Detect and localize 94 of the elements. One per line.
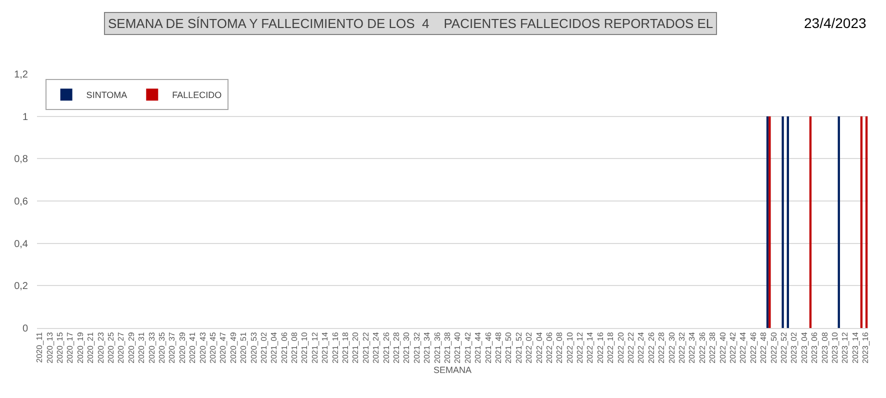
x-tick-label: 2021_30 [402, 332, 412, 364]
x-tick-label: 2021_32 [412, 332, 422, 364]
x-tick-label: 2023_14 [850, 332, 860, 364]
x-tick-label: 2020_39 [178, 332, 187, 364]
x-tick-label: 2022_52 [779, 332, 788, 364]
x-tick-label: 2021_18 [341, 332, 350, 364]
x-tick-label: 2021_02 [259, 332, 268, 364]
x-tick-label: 2020_45 [208, 332, 218, 364]
x-tick-label: 2021_08 [290, 332, 300, 364]
x-tick-label: 2021_20 [351, 332, 360, 364]
x-tick-label: 2020_35 [158, 332, 166, 364]
x-tick-label: 2022_06 [544, 332, 554, 364]
x-tick-label: 2022_12 [576, 332, 585, 364]
x-tick-label: 2023_04 [800, 332, 809, 364]
x-tick-label: 2022_48 [759, 332, 768, 364]
y-tick-label: 0,4 [14, 238, 28, 250]
x-axis-title: SEMANA [433, 365, 472, 376]
x-tick-label: 2021_46 [484, 332, 493, 364]
x-tick-label: 2023_16 [861, 332, 870, 364]
x-tick-label: 2020_53 [249, 332, 258, 364]
x-tick-label: 2023_06 [810, 332, 820, 364]
x-tick-label: 2021_06 [280, 332, 289, 364]
x-tick-label: 2021_26 [382, 332, 391, 364]
y-tick-label: 0,2 [14, 281, 28, 292]
x-tick-label: 2022_38 [708, 332, 718, 364]
x-tick-label: 2021_12 [310, 332, 320, 364]
x-tick-label: 2021_16 [330, 332, 340, 364]
x-tick-label: 2023_02 [790, 332, 799, 364]
x-tick-label: 2023_08 [820, 332, 830, 364]
x-tick-label: 2022_02 [524, 332, 534, 364]
x-tick-label: 2022_14 [586, 332, 595, 364]
x-tick-label: 2021_34 [422, 332, 432, 364]
x-tick-label: 2022_40 [718, 332, 728, 364]
x-tick-label: 2022_04 [534, 332, 544, 364]
x-tick-label: 2020_51 [239, 332, 248, 364]
x-tick-label: 2023_10 [830, 332, 840, 364]
x-tick-label: 2020_21 [86, 332, 96, 364]
x-tick-label: 2022_32 [678, 332, 687, 364]
y-tick-label: 1 [22, 112, 28, 123]
chart-title: SEMANA DE SÍNTOMA Y FALLECIMIENTO DE LOS 4 PACIENTES FALLECIDOS REPORTADOS EL [108, 16, 714, 31]
x-tick-label: 2022_22 [626, 332, 636, 364]
x-tick-label: 2021_28 [392, 332, 402, 364]
x-tick-label: 2022_30 [667, 332, 676, 364]
x-tick-label: 2020_17 [66, 332, 75, 364]
x-tick-label: 2020_43 [198, 332, 208, 364]
x-tick-label: 2021_48 [494, 332, 503, 364]
x-tick-label: 2020_19 [76, 332, 85, 364]
legend-label: FALLECIDO [172, 90, 222, 100]
x-tick-label: 2021_38 [443, 332, 452, 364]
y-tick-label: 0,6 [14, 196, 28, 208]
x-tick-label: 2020_49 [228, 332, 238, 364]
x-tick-label: 2021_04 [270, 332, 279, 364]
x-tick-label: 2021_10 [300, 332, 310, 364]
x-tick-label: 2022_42 [728, 332, 738, 364]
x-tick-label: 2022_50 [769, 332, 778, 364]
x-tick-label: 2021_52 [514, 332, 524, 364]
x-tick-label: 2021_44 [474, 332, 483, 364]
x-tick-label: 2022_18 [606, 332, 616, 364]
x-tick-label: 2022_26 [646, 332, 656, 364]
x-tick-label: 2022_28 [657, 332, 666, 364]
x-tick-label: 2022_36 [698, 332, 707, 364]
x-tick-label: 2021_42 [463, 332, 472, 364]
x-tick-label: 2020_23 [96, 332, 106, 364]
x-tick-label: 2021_40 [453, 332, 462, 364]
x-tick-label: 2021_36 [432, 332, 442, 364]
x-tick-label: 2021_50 [504, 332, 514, 364]
x-tick-label: 2020_33 [147, 332, 156, 364]
x-tick-label: 2022_44 [738, 332, 748, 364]
x-tick-label: 2020_37 [168, 332, 177, 364]
x-tick-label: 2021_22 [361, 332, 370, 364]
x-tick-label: 2020_31 [137, 332, 146, 364]
x-tick-label: 2022_10 [565, 332, 574, 364]
x-tick-label: 2021_14 [320, 332, 330, 364]
x-tick-label: 2022_20 [616, 332, 626, 364]
x-tick-label: 2023_12 [840, 332, 850, 364]
x-tick-label: 2022_08 [555, 332, 564, 364]
y-tick-label: 1,2 [14, 70, 28, 80]
y-tick-label: 0 [22, 324, 28, 334]
x-tick-label: 2022_34 [688, 332, 697, 364]
x-tick-label: 2020_29 [126, 332, 136, 364]
x-tick-label: 2020_25 [106, 332, 116, 364]
y-tick-label: 0,8 [14, 154, 28, 166]
x-tick-label: 2020_27 [116, 332, 126, 364]
x-tick-label: 2020_11 [35, 332, 44, 363]
x-tick-label: 2022_24 [636, 332, 646, 364]
x-tick-label: 2022_16 [596, 332, 605, 364]
x-tick-label: 2020_41 [188, 332, 198, 364]
x-tick-label: 2020_47 [218, 332, 228, 364]
x-tick-label: 2022_46 [748, 332, 758, 364]
chart-subtitle: 23/4/2023 [804, 15, 866, 31]
legend-label: SINTOMA [86, 90, 128, 100]
x-tick-label: 2021_24 [372, 332, 381, 364]
x-tick-label: 2020_15 [56, 332, 65, 364]
x-tick-label: 2020_13 [45, 332, 54, 364]
